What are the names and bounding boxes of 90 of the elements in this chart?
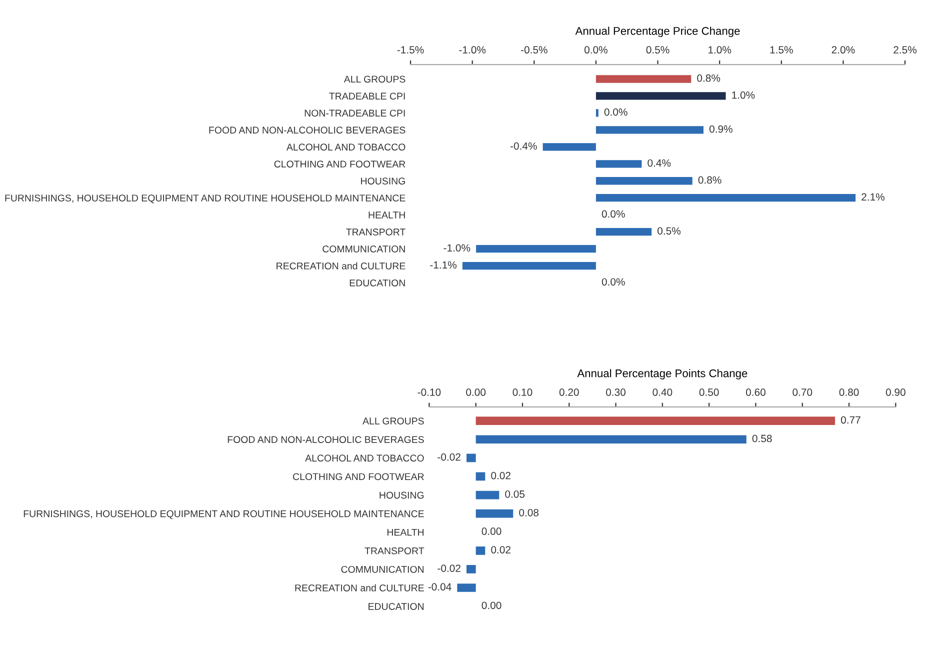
- data-label: 0.02: [491, 546, 510, 554]
- y-tick-label: TRADEABLE CPI: [329, 92, 405, 100]
- data-label: 0.58: [752, 434, 772, 442]
- data-label: -0.02: [438, 564, 460, 572]
- data-label: 0.02: [491, 472, 510, 480]
- x-tick-label: 1.5%: [770, 46, 793, 54]
- data-label: 0.00: [482, 528, 502, 535]
- x-axis-title: Annual Percentage Points Change: [577, 369, 748, 380]
- data-label: 0.5%: [658, 227, 681, 235]
- x-tick-label: 0.60: [746, 388, 766, 396]
- data-label: -0.04: [428, 583, 452, 591]
- y-tick-label: COMMUNICATION: [322, 246, 405, 252]
- x-tick-label: 0.30: [606, 388, 626, 396]
- data-label: -1.1%: [430, 261, 457, 269]
- x-tick-label: -0.5%: [521, 46, 548, 54]
- y-tick-label: FURNISHINGS, HOUSEHOLD EQUIPMENT AND ROUTINE HOUSEHOLD MAINTENANCE: [24, 510, 424, 519]
- x-tick-label: 0.50: [699, 388, 719, 396]
- x-tick-label: 0.0%: [584, 46, 608, 54]
- x-axis-title: Annual Percentage Price Change: [575, 26, 740, 38]
- y-tick-label: HEALTH: [368, 212, 405, 218]
- y-tick-label: FURNISHINGS, HOUSEHOLD EQUIPMENT AND ROUTINE HOUSEHOLD MAINTENANCE: [5, 194, 406, 204]
- bar: [476, 546, 486, 555]
- bar: [596, 228, 652, 236]
- x-tick-label: 0.20: [559, 388, 579, 396]
- y-tick-label: HEALTH: [387, 528, 424, 536]
- y-tick-label: EDUCATION: [368, 603, 424, 610]
- data-label: 0.0%: [602, 278, 625, 286]
- x-tick-label: 0.80: [839, 388, 859, 396]
- bar: [476, 490, 500, 500]
- x-tick-label: 2.5%: [894, 46, 917, 54]
- y-tick-label: NON-TRADEABLE CPI: [304, 110, 405, 117]
- x-tick-label: 0.40: [652, 388, 672, 396]
- bar: [596, 194, 856, 202]
- x-tick-label: 1.0%: [708, 46, 732, 54]
- data-label: 0.05: [505, 490, 525, 498]
- bar: [476, 509, 514, 518]
- bar: [476, 244, 596, 253]
- y-tick-label: ALCOHOL AND TOBACCO: [305, 454, 424, 462]
- data-label: 0.8%: [697, 74, 720, 82]
- data-label: 0.4%: [648, 159, 671, 167]
- x-tick-label: 0.00: [466, 388, 486, 396]
- x-tick-label: 0.70: [792, 388, 812, 396]
- bar: [466, 454, 476, 462]
- x-tick-label: -0.10: [418, 388, 441, 396]
- y-tick-label: TRANSPORT: [364, 547, 424, 554]
- bar: [596, 109, 598, 117]
- data-label: 0.8%: [698, 176, 722, 184]
- data-label: -0.02: [438, 453, 460, 461]
- y-tick-label: ALL GROUPS: [344, 76, 406, 83]
- y-tick-label: CLOTHING AND FOOTWEAR: [274, 160, 406, 168]
- x-tick-label: 0.90: [886, 388, 906, 396]
- data-label: 2.1%: [862, 193, 884, 201]
- bar: [466, 565, 476, 574]
- bar: [476, 435, 746, 444]
- y-tick-label: RECREATION and CULTURE: [295, 584, 424, 592]
- bar: [462, 262, 596, 270]
- y-tick-label: CLOTHING AND FOOTWEAR: [293, 473, 424, 480]
- bar: [596, 177, 692, 185]
- y-tick-label: EDUCATION: [350, 280, 405, 286]
- x-tick-label: -1.0%: [459, 46, 486, 54]
- data-label: 0.0%: [604, 108, 628, 116]
- bar: [596, 126, 704, 134]
- data-label: 0.0%: [602, 210, 625, 218]
- x-tick-label: -1.5%: [397, 46, 424, 54]
- y-tick-label: RECREATION and CULTURE: [276, 262, 406, 270]
- x-tick-label: 0.10: [512, 388, 532, 396]
- data-label: -1.0%: [444, 244, 470, 252]
- y-tick-label: FOOD AND NON-ALCOHOLIC BEVERAGES: [209, 126, 406, 134]
- bar: [476, 416, 836, 426]
- y-tick-label: HOUSING: [361, 178, 405, 184]
- x-tick-label: 0.5%: [646, 46, 670, 54]
- y-tick-label: ALCOHOL AND TOBACCO: [286, 144, 406, 151]
- data-label: 0.08: [519, 508, 539, 516]
- y-tick-label: HOUSING: [380, 492, 424, 499]
- bar: [542, 143, 596, 151]
- data-label: -0.4%: [510, 142, 537, 150]
- x-tick-label: 2.0%: [832, 46, 855, 54]
- data-label: 0.9%: [709, 125, 732, 133]
- y-tick-label: TRANSPORT: [346, 228, 406, 236]
- y-tick-label: COMMUNICATION: [341, 566, 424, 573]
- data-label: 0.77: [840, 416, 860, 424]
- data-label: 1.0%: [732, 91, 755, 99]
- y-tick-label: FOOD AND NON-ALCOHOLIC BEVERAGES: [228, 436, 424, 444]
- data-label: 0.00: [482, 602, 502, 610]
- bar: [596, 92, 726, 100]
- y-tick-label: ALL GROUPS: [362, 418, 424, 424]
- bar: [596, 160, 642, 168]
- bar: [457, 584, 476, 592]
- bar: [596, 75, 692, 83]
- bar: [476, 472, 486, 481]
